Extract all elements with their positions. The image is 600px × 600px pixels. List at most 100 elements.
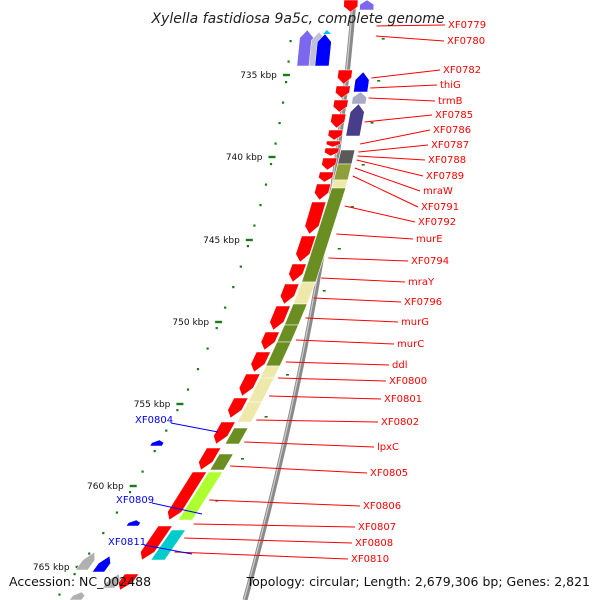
gene-labels: XF0779 XF0780 XF0782 thiG trmB XF0785 XF0786 XF… bbox=[108, 20, 486, 565]
label-leader bbox=[170, 422, 219, 433]
label-leader bbox=[370, 84, 438, 89]
gene-arrow bbox=[75, 551, 96, 571]
scale-dot bbox=[165, 429, 168, 432]
gene-label: XF0780 bbox=[447, 36, 485, 47]
gene-label: XF0802 bbox=[381, 417, 419, 428]
scale-dot bbox=[285, 81, 288, 84]
label-leader bbox=[360, 129, 431, 145]
scale-dot bbox=[274, 142, 277, 145]
label-leader bbox=[321, 277, 406, 283]
scale-dot bbox=[239, 265, 242, 268]
scale-dot bbox=[206, 347, 209, 350]
scale-dot bbox=[215, 327, 218, 330]
track-mark bbox=[381, 38, 385, 40]
gene-arrow bbox=[335, 85, 351, 99]
label-leader bbox=[143, 544, 193, 555]
gene-arrow bbox=[318, 171, 335, 183]
label-leader bbox=[244, 441, 375, 448]
gene-label: XF0801 bbox=[384, 394, 422, 405]
gene-arrow bbox=[295, 235, 317, 263]
label-leader bbox=[375, 35, 445, 42]
label-leader bbox=[256, 419, 379, 423]
label-leader bbox=[364, 114, 433, 123]
gene-arrow bbox=[324, 147, 340, 157]
gene-label: mraY bbox=[408, 277, 435, 288]
label-leader bbox=[356, 159, 424, 177]
gene-arrow bbox=[327, 129, 344, 141]
gene-label: XF0792 bbox=[418, 217, 456, 228]
scale-tick-label: 745 kbp bbox=[203, 236, 240, 246]
scale-dot bbox=[128, 491, 132, 494]
label-leader bbox=[295, 339, 395, 345]
scale-tick-label: 755 kbp bbox=[134, 400, 171, 410]
scale-tick-label: 740 kbp bbox=[226, 153, 263, 163]
gene-label: XF0808 bbox=[355, 538, 393, 549]
gene-arrow bbox=[337, 69, 353, 85]
gene-arrow bbox=[323, 30, 331, 34]
scale-tick-label: 735 kbp bbox=[240, 71, 277, 81]
gene-label: murC bbox=[397, 339, 424, 350]
scale-dot bbox=[176, 409, 179, 412]
gene-arrow bbox=[102, 573, 121, 589]
gene-label: mraW bbox=[423, 186, 453, 197]
scale-dot bbox=[186, 388, 190, 391]
label-leader bbox=[174, 551, 349, 560]
scale-dot bbox=[282, 101, 285, 104]
gene-label: XF0805 bbox=[370, 468, 408, 479]
track-mark bbox=[337, 248, 341, 250]
scale-dot bbox=[278, 122, 281, 125]
scale-tick-label: 760 kbp bbox=[87, 482, 124, 492]
gene-arrow bbox=[227, 397, 249, 419]
gene-label: lpxC bbox=[377, 442, 399, 453]
label-leader bbox=[328, 257, 409, 262]
gene-arrow bbox=[280, 283, 300, 305]
track-mark bbox=[377, 80, 381, 82]
gene-arrow bbox=[343, 0, 359, 13]
map-title: Xylella fastidiosa 9a5c, complete genome bbox=[150, 11, 444, 27]
gene-arrow bbox=[321, 157, 338, 171]
scale-dot bbox=[115, 511, 118, 514]
gene-arrow bbox=[125, 519, 141, 527]
label-leader bbox=[354, 167, 421, 192]
label-leader bbox=[352, 175, 419, 208]
label-leader bbox=[184, 537, 353, 544]
gene-arrow bbox=[238, 373, 261, 397]
gene-arrow bbox=[314, 33, 332, 67]
label-leader bbox=[193, 523, 356, 528]
gene-arrow bbox=[260, 331, 280, 351]
label-leader bbox=[376, 24, 446, 27]
label-leader bbox=[230, 465, 368, 474]
label-leader bbox=[344, 205, 416, 223]
scale-dot bbox=[259, 204, 262, 207]
scale-dot bbox=[246, 245, 249, 248]
feature-block bbox=[177, 471, 224, 521]
track-mark bbox=[241, 458, 244, 460]
label-leader bbox=[269, 395, 382, 400]
gene-label: XF0807 bbox=[358, 522, 396, 533]
gene-arrow bbox=[351, 91, 367, 105]
gene-label: XF0789 bbox=[426, 171, 464, 182]
backbone-axis bbox=[242, 0, 357, 600]
label-leader bbox=[358, 144, 429, 153]
scale-dot bbox=[289, 40, 292, 43]
scale-dot bbox=[253, 224, 256, 227]
feature-block bbox=[236, 401, 263, 423]
scale-dot bbox=[153, 450, 156, 453]
gene-label: XF0791 bbox=[421, 202, 459, 213]
label-leader bbox=[368, 97, 436, 102]
scale-dot bbox=[196, 368, 200, 371]
gene-arrow bbox=[304, 201, 327, 235]
label-leader bbox=[285, 361, 390, 366]
gene-label: XF0779 bbox=[448, 20, 486, 31]
gene-label: XF0800 bbox=[389, 376, 427, 387]
accession-text: Accession: NC_002488 bbox=[9, 574, 151, 589]
scale-dot bbox=[269, 163, 273, 166]
label-leader bbox=[371, 69, 441, 79]
gene-label: XF0796 bbox=[404, 297, 442, 308]
track-mark bbox=[322, 290, 326, 292]
label-leader bbox=[278, 377, 387, 382]
feature-block bbox=[209, 453, 234, 471]
gene-label: XF0806 bbox=[363, 501, 401, 512]
track-mark bbox=[215, 500, 219, 502]
